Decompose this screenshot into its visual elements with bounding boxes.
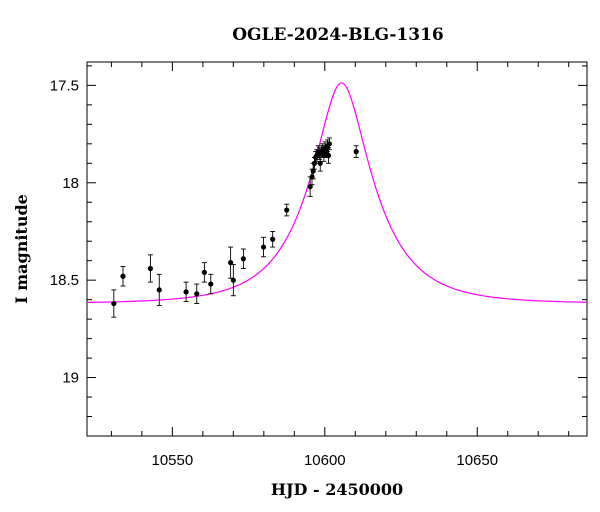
x-tick-labels: 10550 10600 10650 <box>152 452 499 469</box>
data-point <box>120 266 126 287</box>
data-point <box>284 203 290 217</box>
data-point-marker <box>194 291 200 297</box>
data-point-marker <box>353 149 359 155</box>
data-point-marker <box>307 184 313 190</box>
model-curve-layer <box>86 82 588 304</box>
y-axis-label: I magnitude <box>12 194 31 304</box>
data-point <box>227 246 234 279</box>
data-point-marker <box>227 260 234 266</box>
data-point-marker <box>240 256 247 262</box>
data-point <box>147 254 154 283</box>
x-tick-label: 10550 <box>152 452 194 469</box>
data-point-marker <box>284 207 290 213</box>
data-point-marker <box>325 152 332 159</box>
data-point-marker <box>270 236 276 242</box>
data-point <box>111 289 117 318</box>
data-point-marker <box>310 168 316 174</box>
data-point <box>183 281 189 303</box>
data-point <box>260 236 267 258</box>
data-point <box>156 273 162 306</box>
plot-frame <box>86 61 588 437</box>
data-point-marker <box>147 265 154 272</box>
data-point <box>230 264 236 297</box>
data-point <box>353 145 359 158</box>
y-tick-label: 19 <box>62 370 79 387</box>
data-point-marker <box>111 300 117 307</box>
data-point <box>325 147 332 164</box>
data-point <box>201 262 207 283</box>
data-point-marker <box>326 141 332 147</box>
data-point-marker <box>120 273 126 279</box>
data-point-marker <box>208 281 214 287</box>
x-axis-label: HJD - 2450000 <box>271 480 403 499</box>
data-point-marker <box>156 287 162 293</box>
data-point-marker <box>230 277 236 283</box>
data-point <box>270 231 276 248</box>
model-curve <box>86 82 588 304</box>
x-tick-label: 10600 <box>304 452 346 469</box>
data-point-marker <box>321 152 327 159</box>
y-tick-label: 18 <box>62 175 79 192</box>
y-tick-label: 18.5 <box>50 272 79 289</box>
data-point-marker <box>260 244 267 250</box>
y-tick-labels: 17.5 18 18.5 19 <box>50 77 79 386</box>
axis-ticks <box>87 62 587 437</box>
data-point-marker <box>183 289 189 295</box>
data-point-marker <box>201 269 207 275</box>
y-tick-label: 17.5 <box>50 77 79 94</box>
data-point <box>240 248 247 269</box>
x-tick-label: 10650 <box>456 452 498 469</box>
data-point <box>326 137 332 151</box>
data-points-layer <box>111 137 359 318</box>
data-point <box>208 273 214 295</box>
plot-area <box>86 61 588 437</box>
data-point-marker <box>317 160 323 166</box>
data-point <box>194 283 200 304</box>
chart-title: OGLE-2024-BLG-1316 <box>232 25 444 45</box>
